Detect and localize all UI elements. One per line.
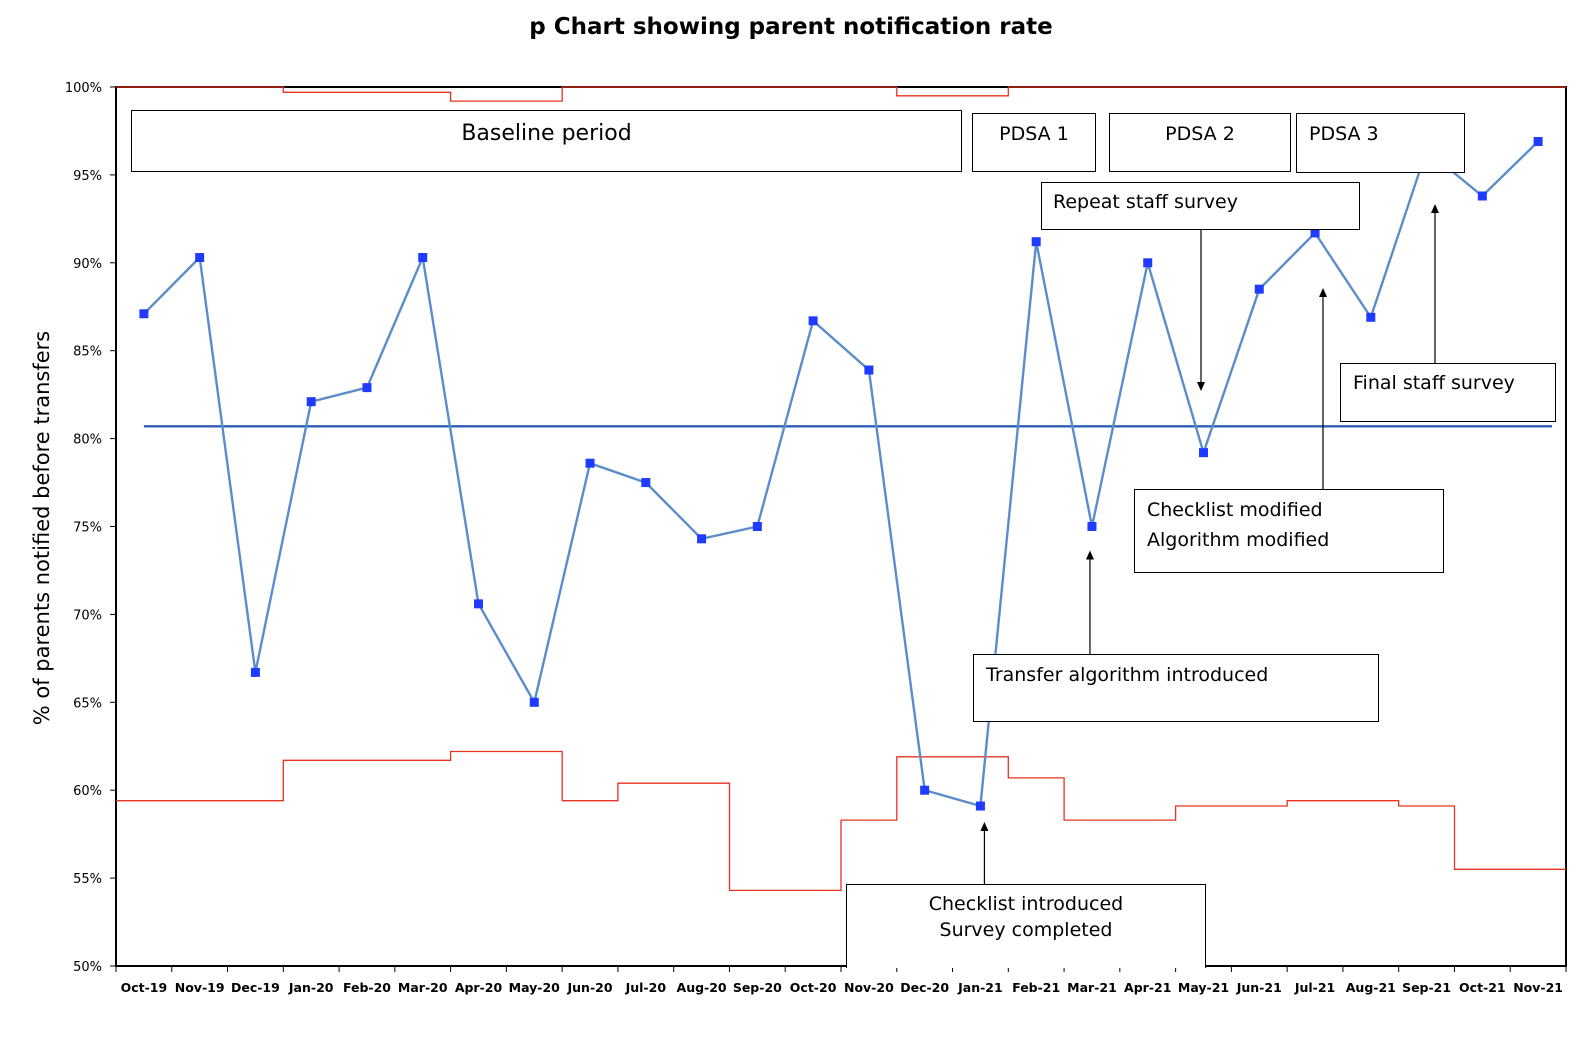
x-tick-label: Apr-20 [455, 980, 503, 995]
annotation-final-survey-text: Final staff survey [1353, 372, 1515, 394]
annotation-checklist-modified-line2: Algorithm modified [1147, 529, 1330, 551]
series-line [143, 140, 1539, 808]
lower-control-limit [116, 750, 1566, 892]
data-point-Jun-21 [1254, 284, 1264, 294]
x-tick-label: Mar-20 [398, 980, 448, 995]
data-point-Aug-21 [1366, 312, 1376, 322]
data-point-Oct-19 [139, 309, 149, 319]
arrow-transfer-algorithm-head [1085, 550, 1094, 560]
data-point-Apr-20 [474, 599, 483, 609]
annotation-pdsa1: PDSA 1 [972, 113, 1096, 172]
x-tick-label: Sep-21 [1402, 980, 1451, 995]
data-point-Oct-21 [1477, 191, 1487, 201]
y-tick-label: 75% [73, 521, 102, 536]
arrow-checklist-introduced-head [980, 822, 989, 832]
x-tick-label: Nov-19 [175, 980, 225, 995]
y-tick-label: 100% [65, 81, 102, 96]
data-point-Apr-21 [1143, 258, 1153, 268]
y-tick-label: 50% [73, 960, 102, 975]
data-point-Dec-19 [250, 667, 260, 677]
annotation-repeat-survey-text: Repeat staff survey [1053, 191, 1238, 213]
data-point-May-21 [1199, 448, 1208, 458]
y-tick-label: 95% [73, 169, 102, 184]
y-tick-label: 60% [73, 784, 102, 799]
y-tick-label: 85% [73, 345, 102, 360]
x-tick-label: Jan-20 [288, 980, 334, 995]
annotation-repeat-staff-survey: Repeat staff survey [1041, 182, 1360, 230]
x-tick-label: Aug-21 [1346, 980, 1396, 995]
data-point-Dec-20 [920, 785, 930, 795]
data-point-Jan-20 [306, 397, 316, 407]
data-point-May-20 [529, 697, 539, 707]
x-tick-label: Jan-21 [957, 980, 1003, 995]
data-point-Jun-20 [585, 458, 595, 468]
y-tick-label: 90% [73, 257, 102, 272]
arrow-final-staff-survey-head [1431, 204, 1439, 213]
data-point-Feb-21 [1031, 237, 1041, 247]
annotation-checklist-modified: Checklist modified Algorithm modified [1134, 489, 1444, 573]
data-point-Oct-20 [808, 316, 818, 326]
annotation-checklist-introduced-line2: Survey completed [939, 919, 1113, 941]
data-point-Jul-21 [1310, 228, 1320, 238]
annotation-transfer-algorithm: Transfer algorithm introduced [973, 654, 1379, 722]
annotation-baseline-text: Baseline period [461, 121, 632, 146]
annotation-pdsa3: PDSA 3 [1296, 113, 1465, 173]
x-tick-label: Nov-20 [844, 980, 894, 995]
arrow-repeat-staff-survey-head [1197, 382, 1205, 391]
data-point-Jul-20 [641, 478, 651, 488]
annotation-pdsa3-text: PDSA 3 [1309, 123, 1379, 145]
data-point-Nov-19 [195, 253, 205, 263]
x-tick-label: Oct-19 [121, 980, 168, 995]
annotation-checklist-introduced: Checklist introduced Survey completed [846, 884, 1206, 968]
x-tick-label: Jun-21 [1236, 980, 1282, 995]
x-tick-label: Dec-19 [231, 980, 280, 995]
y-tick-label: 70% [73, 608, 102, 623]
data-point-Nov-21 [1533, 136, 1543, 146]
chart-title: p Chart showing parent notification rate [529, 14, 1053, 40]
y-tick-label: 55% [73, 872, 102, 887]
x-tick-label: Dec-20 [900, 980, 949, 995]
annotation-pdsa2: PDSA 2 [1109, 113, 1291, 172]
annotation-checklist-introduced-line1: Checklist introduced [928, 893, 1124, 915]
x-tick-label: Mar-21 [1067, 980, 1117, 995]
data-point-Mar-21 [1087, 522, 1097, 531]
annotation-pdsa1-text: PDSA 1 [999, 123, 1069, 145]
data-point-Jan-21 [975, 801, 985, 811]
annotation-transfer-algorithm-text: Transfer algorithm introduced [986, 664, 1269, 686]
data-point-Sep-20 [752, 522, 762, 531]
x-tick-label: Apr-21 [1124, 980, 1171, 995]
annotation-checklist-modified-line1: Checklist modified [1147, 499, 1323, 521]
x-tick-label: Sep-20 [733, 980, 782, 995]
x-tick-label: Oct-20 [790, 980, 837, 995]
x-tick-label: Jul-21 [1294, 980, 1335, 995]
annotation-pdsa2-text: PDSA 2 [1165, 123, 1235, 145]
upper-control-limit [116, 86, 1566, 102]
y-tick-label: 65% [73, 696, 102, 711]
data-point-Mar-20 [418, 253, 428, 263]
x-tick-label: May-21 [1178, 980, 1229, 995]
x-tick-label: Feb-20 [343, 980, 391, 995]
annotation-final-staff-survey: Final staff survey [1340, 363, 1556, 422]
x-tick-label: May-20 [509, 980, 561, 995]
x-tick-label: Aug-20 [677, 980, 727, 995]
y-tick-label: 80% [73, 433, 102, 448]
annotation-baseline: Baseline period [131, 110, 962, 172]
arrow-checklist-modified-head [1319, 288, 1327, 297]
x-tick-label: Jul-20 [625, 980, 667, 995]
data-point-Feb-20 [362, 383, 372, 393]
x-tick-label: Feb-21 [1012, 980, 1060, 995]
data-point-Aug-20 [697, 534, 707, 544]
x-tick-label: Jun-20 [567, 980, 613, 995]
x-tick-label: Nov-21 [1513, 980, 1563, 995]
data-point-Nov-20 [864, 365, 874, 375]
x-tick-label: Oct-21 [1459, 980, 1506, 995]
